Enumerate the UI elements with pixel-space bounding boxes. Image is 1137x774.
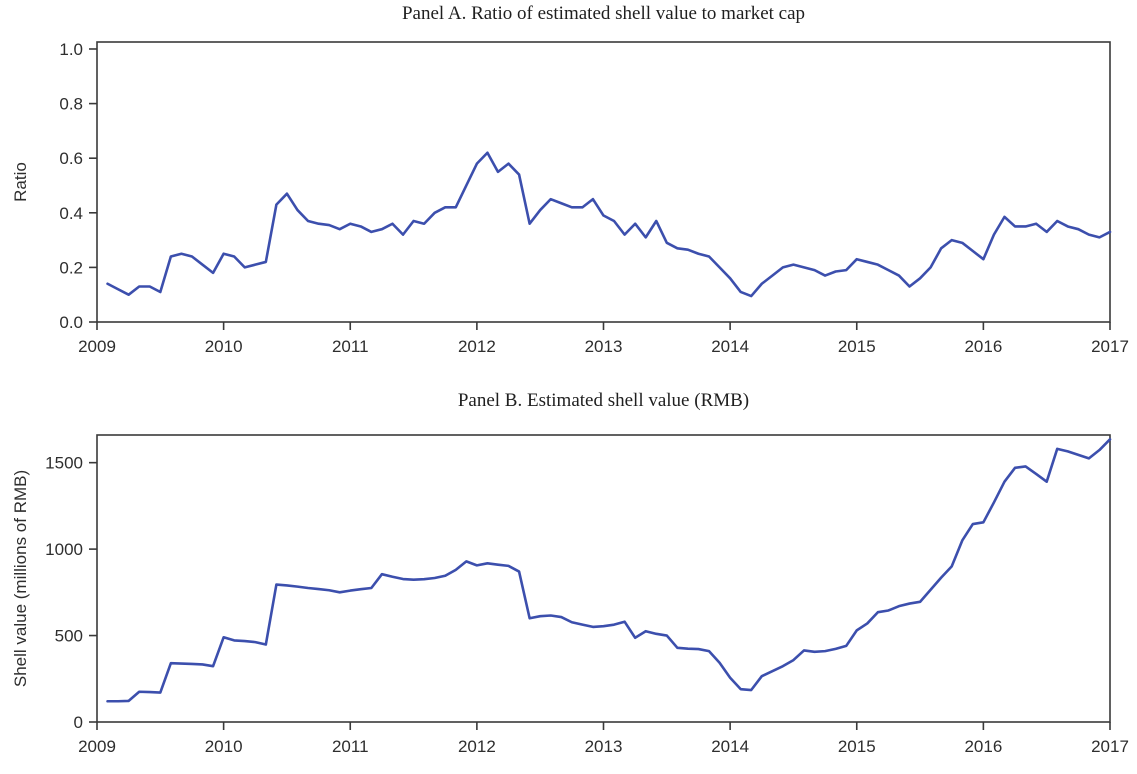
panel-b-title: Panel B. Estimated shell value (RMB) bbox=[457, 390, 750, 411]
panel-a-y-tick-label: 0.8 bbox=[59, 95, 83, 114]
panel-a-x-tick-label: 2011 bbox=[332, 337, 369, 356]
panel-b-x-tick-label: 2017 bbox=[1091, 737, 1129, 756]
panel-b-x-tick-label: 2015 bbox=[838, 737, 876, 756]
panel-b-x-tick-label: 2012 bbox=[458, 737, 496, 756]
panel-a-x-tick-label: 2012 bbox=[458, 337, 496, 356]
panel-b-x-tick-label: 2009 bbox=[78, 737, 116, 756]
panel-a-x-tick-label: 2017 bbox=[1091, 337, 1129, 356]
panel-a-y-axis-label: Ratio bbox=[11, 162, 30, 202]
panel-a-x-tick-label: 2016 bbox=[964, 337, 1002, 356]
panel-b-x-tick-label: 2016 bbox=[964, 737, 1002, 756]
panel-a-x-tick-label: 2014 bbox=[711, 337, 749, 356]
panel-a-y-tick-label: 0.4 bbox=[59, 204, 83, 223]
panel-a-series-line bbox=[106, 151, 1112, 298]
panel-b-y-tick-label: 1000 bbox=[45, 540, 83, 559]
panel-a-y-tick-label: 0.6 bbox=[59, 149, 83, 168]
panel-a-x-tick-label: 2010 bbox=[205, 337, 243, 356]
panel-a-y-tick-label: 0.0 bbox=[59, 313, 83, 332]
panel-b-x-tick-label: 2010 bbox=[205, 737, 243, 756]
panel-b-x-tick-label: 2014 bbox=[711, 737, 749, 756]
panel-b-plot-frame bbox=[96, 434, 1111, 723]
panel-b-y-tick-label: 1500 bbox=[45, 454, 83, 473]
panel-a-x-tick-label: 2009 bbox=[78, 337, 116, 356]
panel-b-series-line bbox=[106, 438, 1112, 703]
panel-b-y-tick-label: 0 bbox=[74, 713, 83, 732]
panel-b-x-tick-label: 2013 bbox=[585, 737, 623, 756]
panel-a-title: Panel A. Ratio of estimated shell value … bbox=[401, 3, 806, 24]
panel-a-y-tick-label: 0.2 bbox=[59, 258, 83, 277]
panel-a-x-tick-label: 2013 bbox=[585, 337, 623, 356]
panel-b-x-tick-label: 2011 bbox=[332, 737, 369, 756]
panel-a-plot-frame bbox=[96, 41, 1111, 323]
panel-b-y-tick-label: 500 bbox=[55, 627, 83, 646]
panel-a-y-tick-label: 1.0 bbox=[59, 40, 83, 59]
panel-a-x-tick-label: 2015 bbox=[838, 337, 876, 356]
panel-b-y-axis-label: Shell value (millions of RMB) bbox=[11, 470, 30, 687]
